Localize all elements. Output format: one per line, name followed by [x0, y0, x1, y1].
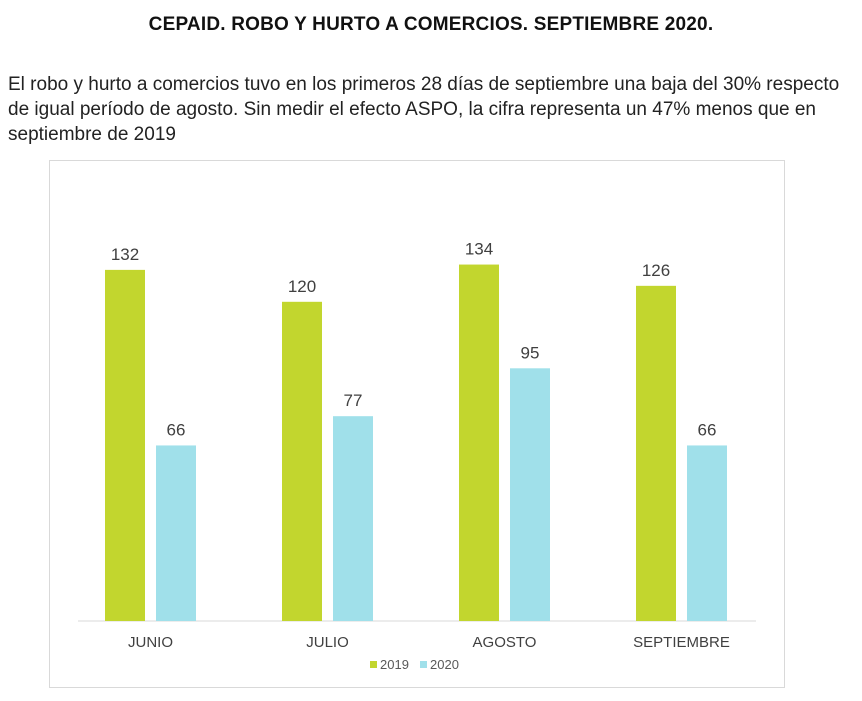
data-label-2020-agosto: 95 [521, 343, 540, 362]
bar-2020-agosto [510, 368, 550, 621]
data-label-2019-agosto: 134 [465, 240, 493, 259]
chart-description: El robo y hurto a comercios tuvo en los … [8, 74, 840, 145]
x-tick-label-septiembre: SEPTIEMBRE [633, 634, 730, 651]
bar-2020-junio [156, 445, 196, 621]
legend-label-2019: 2019 [380, 657, 409, 672]
legend-label-2020: 2020 [430, 657, 459, 672]
data-label-2020-julio: 77 [344, 391, 363, 410]
data-label-2020-junio: 66 [167, 420, 186, 439]
bar-2019-agosto [459, 264, 499, 621]
x-tick-label-julio: JULIO [306, 634, 349, 651]
bar-chart: 132 66 JUNIO 120 77 JULIO 134 95 AGOSTO 126 66 SEPT… [78, 240, 756, 672]
data-label-2019-junio: 132 [111, 245, 139, 264]
bar-2020-julio [333, 416, 373, 621]
bar-2019-julio [282, 301, 322, 621]
data-label-2019-septiembre: 126 [642, 261, 670, 280]
data-label-2020-septiembre: 66 [698, 420, 717, 439]
legend-swatch-2020 [420, 661, 427, 668]
bar-2020-septiembre [687, 445, 727, 621]
data-label-2019-julio: 120 [288, 277, 316, 296]
chart-frame: 132 66 JUNIO 120 77 JULIO 134 95 AGOSTO 126 66 SEPT… [49, 160, 785, 688]
x-tick-label-agosto: AGOSTO [473, 634, 537, 651]
bar-2019-junio [105, 269, 145, 621]
x-tick-label-junio: JUNIO [128, 634, 173, 651]
page-title: CEPAID. ROBO Y HURTO A COMERCIOS. SEPTIE… [148, 14, 714, 35]
bar-2019-septiembre [636, 285, 676, 621]
legend-swatch-2019 [370, 661, 377, 668]
